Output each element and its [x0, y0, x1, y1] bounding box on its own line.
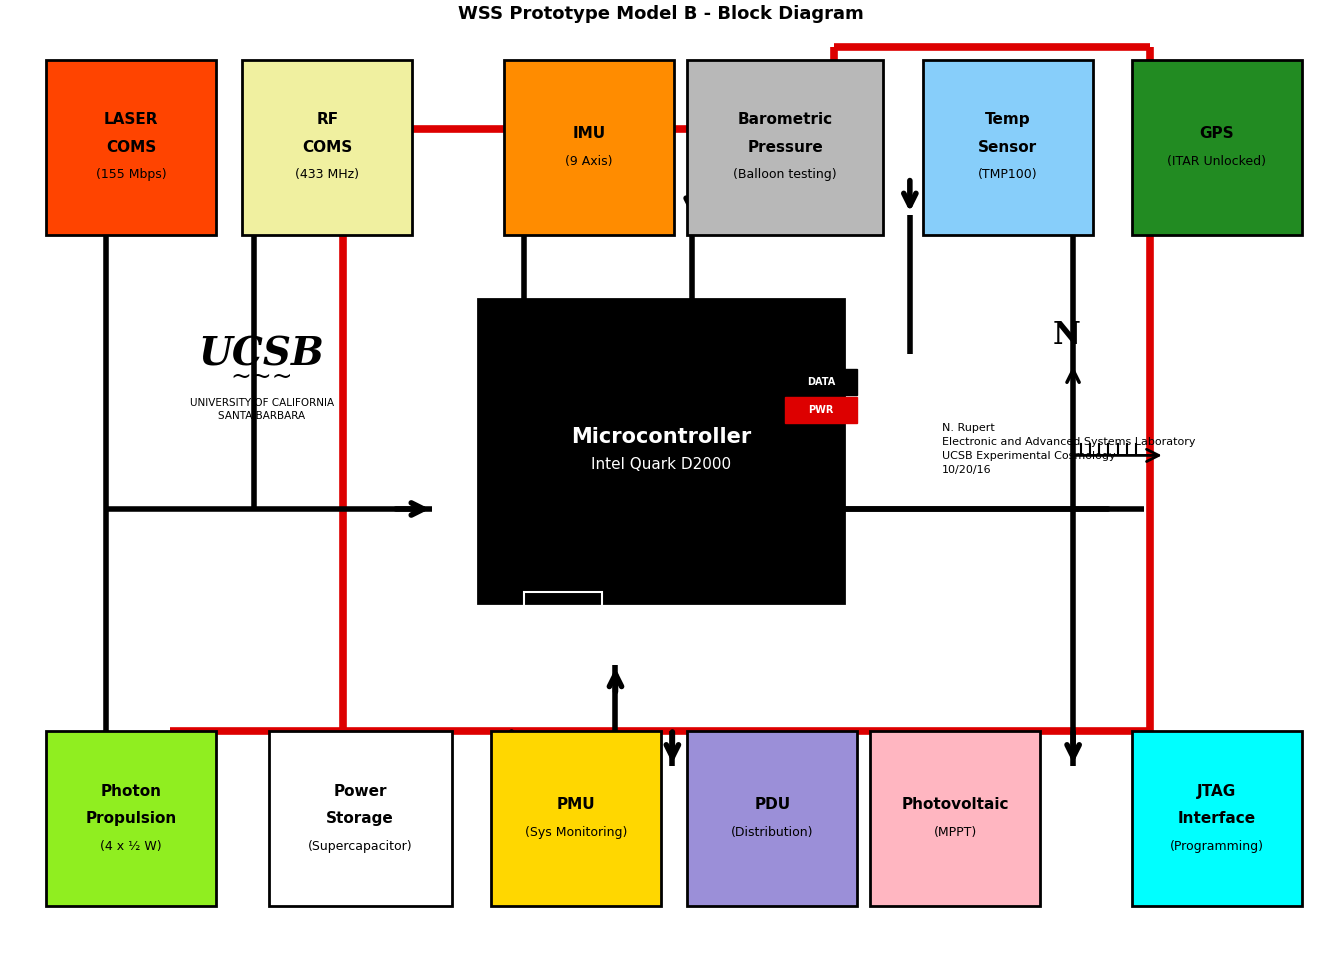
FancyBboxPatch shape	[687, 732, 857, 906]
Text: Interface: Interface	[1178, 811, 1256, 827]
FancyBboxPatch shape	[785, 397, 857, 423]
Text: (155 Mbps): (155 Mbps)	[97, 169, 167, 181]
Text: (433 MHz): (433 MHz)	[295, 169, 360, 181]
FancyBboxPatch shape	[268, 732, 452, 906]
Text: IMU: IMU	[572, 126, 605, 141]
Text: Temp: Temp	[985, 112, 1030, 128]
Text: Photovoltaic: Photovoltaic	[902, 797, 1009, 812]
Text: Microcontroller: Microcontroller	[571, 427, 751, 447]
Text: (Supercapacitor): (Supercapacitor)	[308, 840, 412, 853]
Text: COMS: COMS	[303, 140, 353, 154]
FancyBboxPatch shape	[923, 59, 1093, 235]
FancyBboxPatch shape	[687, 59, 883, 235]
Text: ~~~: ~~~	[231, 365, 293, 388]
Text: Power: Power	[333, 784, 387, 799]
FancyBboxPatch shape	[242, 59, 412, 235]
FancyBboxPatch shape	[46, 732, 217, 906]
FancyBboxPatch shape	[1132, 732, 1302, 906]
Text: Sensor: Sensor	[978, 140, 1038, 154]
FancyBboxPatch shape	[477, 299, 845, 602]
Text: (ITAR Unlocked): (ITAR Unlocked)	[1167, 154, 1266, 168]
Text: (Distribution): (Distribution)	[731, 826, 813, 839]
Text: COMS: COMS	[106, 140, 156, 154]
Text: (Balloon testing): (Balloon testing)	[734, 169, 837, 181]
Text: Pressure: Pressure	[747, 140, 824, 154]
Text: GPS: GPS	[1199, 126, 1235, 141]
Text: (Programming): (Programming)	[1170, 840, 1264, 853]
Text: UCSB: UCSB	[200, 336, 325, 373]
FancyBboxPatch shape	[785, 369, 857, 395]
Text: (TMP100): (TMP100)	[978, 169, 1038, 181]
Text: LASER: LASER	[104, 112, 159, 128]
Text: (9 Axis): (9 Axis)	[566, 154, 613, 168]
Text: Photon: Photon	[100, 784, 161, 799]
Text: PDU: PDU	[754, 797, 791, 812]
Text: DATA: DATA	[808, 377, 836, 386]
Text: PWR: PWR	[809, 406, 834, 415]
Text: PMU: PMU	[557, 797, 595, 812]
Text: Propulsion: Propulsion	[86, 811, 177, 827]
Text: (4 x ½ W): (4 x ½ W)	[100, 840, 163, 853]
Text: UNIVERSITY OF CALIFORNIA
SANTA BARBARA: UNIVERSITY OF CALIFORNIA SANTA BARBARA	[190, 398, 334, 421]
Text: N. Rupert
Electronic and Advanced Systems Laboratory
UCSB Experimental Cosmology: N. Rupert Electronic and Advanced System…	[943, 423, 1195, 476]
Text: Barometric: Barometric	[738, 112, 833, 128]
Text: RF: RF	[316, 112, 338, 128]
Text: (MPPT): (MPPT)	[933, 826, 977, 839]
Text: Intel Quark D2000: Intel Quark D2000	[591, 457, 731, 472]
FancyBboxPatch shape	[504, 59, 674, 235]
FancyBboxPatch shape	[870, 732, 1040, 906]
Text: (Sys Monitoring): (Sys Monitoring)	[525, 826, 627, 839]
Text: Storage: Storage	[327, 811, 394, 827]
Text: N: N	[1052, 320, 1080, 351]
FancyBboxPatch shape	[46, 59, 217, 235]
FancyBboxPatch shape	[1132, 59, 1302, 235]
Text: WSS Prototype Model B - Block Diagram: WSS Prototype Model B - Block Diagram	[459, 5, 863, 23]
Text: JTAG: JTAG	[1198, 784, 1236, 799]
FancyBboxPatch shape	[490, 732, 661, 906]
